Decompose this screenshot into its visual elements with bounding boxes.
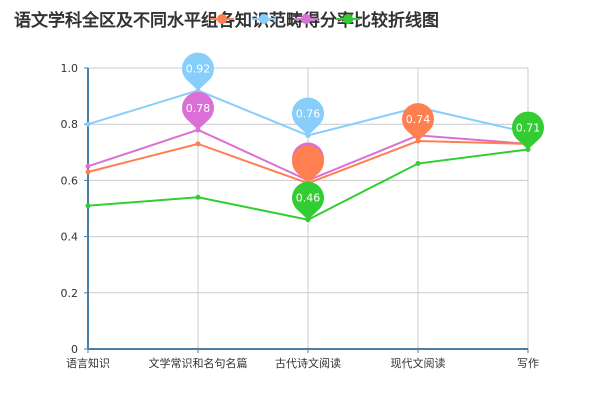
data-point (85, 169, 91, 175)
pin-label: 0.76 (296, 107, 321, 120)
legend-item-series-3[interactable] (294, 12, 322, 26)
pin-marker (182, 91, 214, 130)
data-point (195, 194, 201, 200)
legend-item-series-4[interactable] (336, 12, 364, 26)
y-tick-label: 0.4 (61, 231, 79, 244)
pin-label: 0.71 (516, 121, 541, 134)
x-tick-label: 古代诗文阅读 (275, 356, 341, 370)
y-tick-label: 0.8 (61, 118, 79, 131)
pin-label: 0.74 (406, 113, 431, 126)
legend-item-series-2[interactable] (252, 12, 280, 26)
pin-marker (291, 97, 324, 136)
y-tick-label: 0.6 (61, 174, 79, 187)
pin-marker (512, 111, 544, 150)
pin-marker (402, 103, 434, 142)
data-point (195, 141, 201, 147)
x-tick-label: 现代文阅读 (391, 356, 446, 370)
pin-marker (182, 52, 214, 91)
x-tick-label: 写作 (517, 357, 539, 370)
pin-label: 0.46 (296, 192, 321, 205)
legend-swatch (252, 12, 276, 26)
data-point (85, 121, 91, 127)
data-point (85, 203, 91, 209)
data-point (85, 163, 91, 169)
legend-swatch (294, 12, 318, 26)
pin-label: 0.92 (186, 62, 211, 75)
legend (210, 10, 364, 28)
y-tick-label: 0 (71, 343, 78, 356)
data-point (415, 161, 421, 167)
pin-marker (292, 145, 324, 184)
x-tick-label: 语言知识 (66, 356, 110, 370)
pin-marker (292, 181, 324, 220)
y-tick-label: 1.0 (61, 62, 79, 75)
legend-item-series-1[interactable] (210, 12, 238, 26)
pin-label: 0.78 (186, 102, 211, 115)
x-tick-label: 文学常识和名句名篇 (149, 356, 248, 370)
legend-swatch (336, 12, 360, 26)
y-tick-label: 0.2 (61, 287, 79, 300)
legend-swatch (210, 12, 234, 26)
